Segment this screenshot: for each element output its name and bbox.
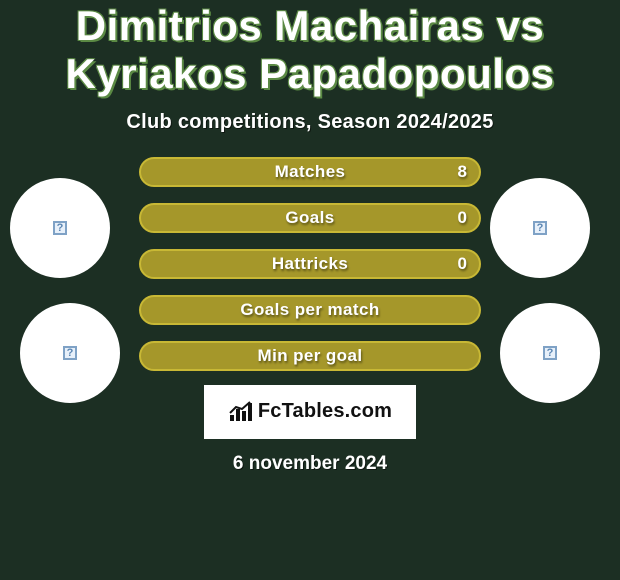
- player-avatar-left-bottom: ?: [20, 303, 120, 403]
- bar-chart-icon: [228, 401, 254, 423]
- player-avatar-right-bottom: ?: [500, 303, 600, 403]
- stat-value: 8: [458, 159, 467, 185]
- stat-value: 0: [458, 205, 467, 231]
- stat-value: 0: [458, 251, 467, 277]
- subtitle: Club competitions, Season 2024/2025: [0, 111, 620, 134]
- stat-bar-goals: Goals 0: [139, 203, 481, 233]
- stat-label: Min per goal: [141, 343, 479, 369]
- stat-bar-min-per-goal: Min per goal: [139, 341, 481, 371]
- stat-bar-goals-per-match: Goals per match: [139, 295, 481, 325]
- placeholder-icon: ?: [543, 346, 557, 360]
- brand-text: FcTables.com: [258, 400, 392, 423]
- player-avatar-right-top: ?: [490, 178, 590, 278]
- stat-label: Goals: [141, 205, 479, 231]
- date-text: 6 november 2024: [0, 453, 620, 475]
- placeholder-icon: ?: [533, 221, 547, 235]
- page-title: Dimitrios Machairas vs Kyriakos Papadopo…: [0, 0, 620, 99]
- placeholder-icon: ?: [53, 221, 67, 235]
- stat-label: Hattricks: [141, 251, 479, 277]
- placeholder-icon: ?: [63, 346, 77, 360]
- stat-label: Matches: [141, 159, 479, 185]
- stat-bar-hattricks: Hattricks 0: [139, 249, 481, 279]
- player-avatar-left-top: ?: [10, 178, 110, 278]
- brand-card: FcTables.com: [204, 385, 416, 439]
- stat-bar-matches: Matches 8: [139, 157, 481, 187]
- stat-bars: Matches 8 Goals 0 Hattricks 0 Goals per …: [139, 152, 481, 371]
- stat-label: Goals per match: [141, 297, 479, 323]
- comparison-stage: ? ? ? ? Matches 8 Goals 0 Hattricks 0 Go…: [0, 152, 620, 371]
